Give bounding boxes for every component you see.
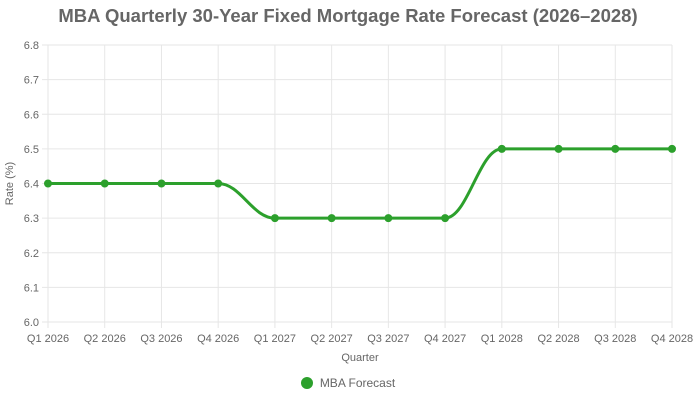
- y-tick-label: 6.6: [24, 109, 39, 121]
- x-tick-label: Q3 2026: [140, 333, 182, 345]
- data-point[interactable]: [100, 179, 109, 188]
- x-tick-label: Q4 2027: [424, 333, 466, 345]
- data-point[interactable]: [497, 144, 506, 153]
- y-tick-label: 6.4: [24, 179, 39, 191]
- data-point[interactable]: [214, 179, 223, 188]
- y-tick-label: 6.8: [24, 40, 39, 52]
- x-tick-label: Q1 2027: [254, 333, 296, 345]
- data-point[interactable]: [668, 144, 676, 153]
- legend-label-mba-forecast: MBA Forecast: [319, 376, 396, 390]
- x-tick-label: Q1 2028: [481, 333, 523, 345]
- y-tick-label: 6.2: [24, 248, 39, 260]
- x-tick-label: Q4 2026: [197, 333, 239, 345]
- y-tick-label: 6.5: [24, 144, 39, 156]
- data-point[interactable]: [270, 214, 279, 223]
- y-tick-label: 6.7: [24, 75, 39, 87]
- y-tick-label: 6.0: [24, 317, 39, 329]
- data-point[interactable]: [157, 179, 166, 188]
- y-tick-label: 6.3: [24, 213, 39, 225]
- x-tick-label: Q1 2026: [27, 333, 69, 345]
- x-tick-label: Q3 2027: [367, 333, 409, 345]
- x-axis-title: Quarter: [341, 352, 379, 364]
- data-point[interactable]: [327, 214, 336, 223]
- data-point[interactable]: [384, 214, 393, 223]
- y-tick-label: 6.1: [24, 282, 39, 294]
- x-tick-label: Q2 2027: [311, 333, 353, 345]
- data-point[interactable]: [554, 144, 563, 153]
- x-tick-label: Q3 2028: [594, 333, 636, 345]
- y-axis-title: Rate (%): [4, 162, 16, 205]
- data-point[interactable]: [44, 179, 52, 188]
- chart-title: MBA Quarterly 30-Year Fixed Mortgage Rat…: [58, 5, 638, 26]
- x-tick-label: Q2 2026: [84, 333, 126, 345]
- data-point[interactable]: [441, 214, 450, 223]
- data-point[interactable]: [611, 144, 620, 153]
- x-tick-label: Q4 2028: [651, 333, 693, 345]
- x-tick-label: Q2 2028: [537, 333, 579, 345]
- legend[interactable]: MBA Forecast: [0, 376, 696, 390]
- legend-swatch-mba-forecast: [300, 377, 313, 389]
